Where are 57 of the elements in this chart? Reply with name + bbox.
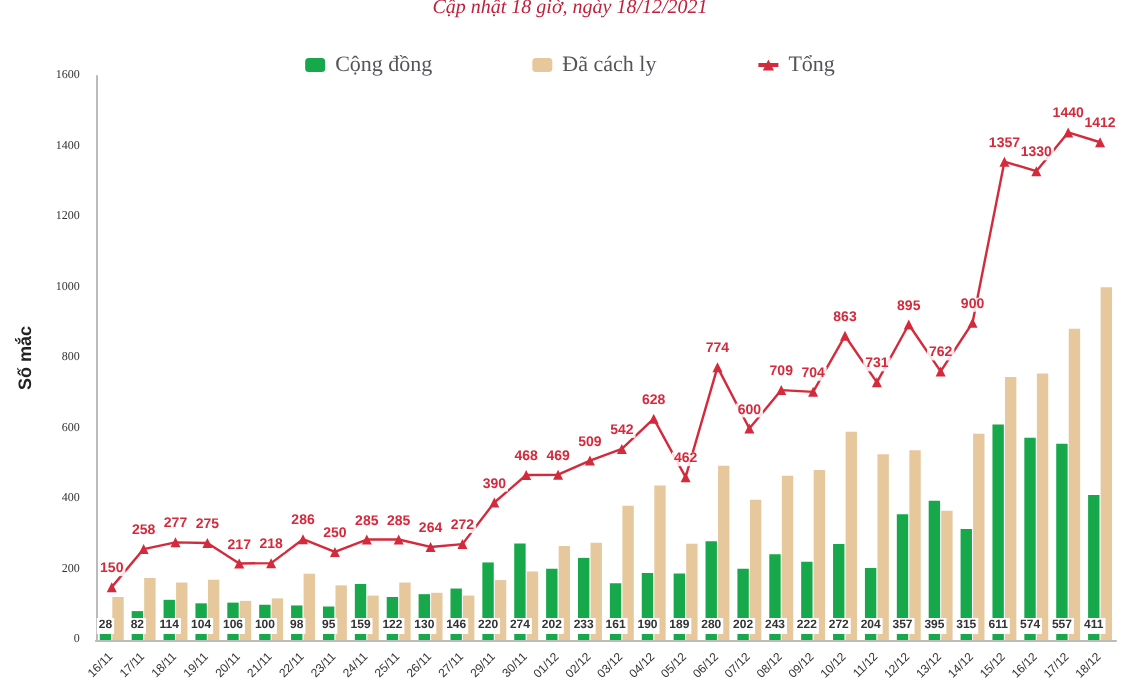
bar bbox=[749, 499, 762, 640]
point bbox=[1095, 137, 1106, 148]
bar bbox=[941, 510, 953, 640]
point bbox=[776, 385, 787, 396]
bar bbox=[992, 424, 1004, 640]
y-axis-title: Số mắc bbox=[13, 325, 35, 391]
bar bbox=[877, 454, 889, 640]
point bbox=[999, 156, 1010, 167]
bar bbox=[718, 465, 730, 640]
point bbox=[680, 472, 691, 483]
point bbox=[871, 377, 882, 388]
bar bbox=[622, 505, 634, 640]
point bbox=[584, 455, 595, 466]
bar bbox=[1036, 373, 1049, 640]
bar bbox=[1100, 287, 1113, 640]
point bbox=[170, 537, 181, 548]
point bbox=[553, 469, 564, 480]
bar bbox=[399, 582, 411, 640]
point bbox=[935, 366, 946, 377]
bar bbox=[335, 585, 347, 640]
point bbox=[361, 534, 372, 545]
point bbox=[234, 558, 245, 569]
point bbox=[457, 539, 468, 550]
point bbox=[616, 443, 627, 454]
bar bbox=[1068, 328, 1081, 640]
point bbox=[202, 538, 213, 549]
bar bbox=[909, 450, 921, 640]
bar bbox=[813, 470, 826, 640]
point bbox=[1063, 127, 1074, 138]
bar bbox=[112, 597, 124, 640]
point bbox=[1031, 166, 1042, 177]
bar bbox=[303, 573, 315, 640]
point bbox=[967, 317, 978, 328]
legend-label: Cộng đồng bbox=[335, 53, 434, 77]
bar bbox=[781, 475, 794, 640]
point bbox=[521, 470, 532, 481]
bar bbox=[1024, 437, 1036, 640]
point bbox=[138, 544, 149, 555]
legend-label: Tổng bbox=[788, 53, 836, 77]
point bbox=[903, 319, 914, 330]
bar bbox=[1004, 377, 1017, 640]
point bbox=[393, 534, 404, 545]
bar bbox=[144, 577, 156, 640]
point bbox=[266, 558, 277, 569]
point bbox=[298, 534, 309, 545]
bar bbox=[686, 543, 698, 640]
point bbox=[425, 541, 436, 552]
point bbox=[808, 386, 819, 397]
point bbox=[712, 362, 723, 373]
bar bbox=[654, 485, 666, 640]
point bbox=[840, 330, 851, 341]
point bbox=[329, 546, 340, 557]
point bbox=[744, 423, 755, 434]
legend-label: Đã cách ly bbox=[562, 53, 658, 77]
point bbox=[106, 582, 117, 593]
bar bbox=[973, 433, 985, 640]
point bbox=[489, 497, 500, 508]
